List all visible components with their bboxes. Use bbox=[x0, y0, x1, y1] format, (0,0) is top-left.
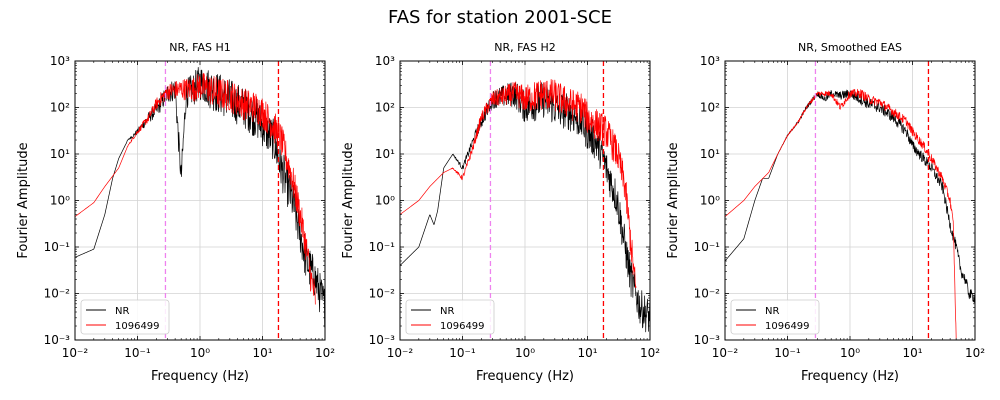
chart-title: NR, FAS H2 bbox=[494, 41, 555, 54]
chart-panel-1: 10⁻² 10⁻¹ 10⁰ 10¹ 10²10⁻³10⁻²10⁻¹10⁰10¹10²10… bbox=[16, 41, 335, 384]
legend-label: NR bbox=[115, 306, 129, 317]
y-tick-label: 10⁻³ bbox=[694, 333, 721, 347]
y-axis-label: Fourier Amplitude bbox=[341, 142, 356, 258]
chart-panel-3: 10⁻² 10⁻¹ 10⁰ 10¹ 10²10⁻³10⁻²10⁻¹10⁰10¹10²10… bbox=[666, 41, 985, 384]
y-tick-label: 10⁰ bbox=[375, 194, 395, 208]
legend-label: 1096499 bbox=[440, 321, 485, 332]
y-tick-label: 10⁰ bbox=[700, 194, 720, 208]
y-tick-label: 10² bbox=[375, 101, 395, 115]
x-tick-label: 10² bbox=[315, 346, 335, 360]
x-tick-label: 10⁻¹ bbox=[774, 346, 801, 360]
legend: NR 1096499 bbox=[730, 299, 820, 335]
y-tick-label: 10¹ bbox=[700, 147, 720, 161]
chart-title: NR, Smoothed EAS bbox=[798, 41, 902, 54]
x-tick-label: 10² bbox=[640, 346, 660, 360]
y-axis-label: Fourier Amplitude bbox=[666, 142, 681, 258]
series-line-sim bbox=[725, 88, 957, 340]
x-tick-label: 10⁻¹ bbox=[449, 346, 476, 360]
y-tick-label: 10⁻² bbox=[369, 287, 396, 301]
x-tick-label: 10⁻¹ bbox=[124, 346, 151, 360]
x-axis-label: Frequency (Hz) bbox=[476, 369, 574, 384]
plot-content bbox=[75, 66, 325, 329]
x-tick-label: 10⁻² bbox=[62, 346, 89, 360]
x-tick-label: 10¹ bbox=[252, 346, 272, 360]
plot-content bbox=[725, 88, 975, 340]
legend: NR 1096499 bbox=[80, 299, 170, 335]
x-tick-label: 10⁰ bbox=[515, 346, 535, 360]
x-axis-label: Frequency (Hz) bbox=[801, 369, 899, 384]
x-tick-label: 10⁻² bbox=[387, 346, 414, 360]
x-tick-label: 10⁰ bbox=[840, 346, 860, 360]
figure-title: FAS for station 2001-SCE bbox=[388, 7, 612, 28]
y-tick-label: 10⁰ bbox=[50, 194, 70, 208]
y-tick-label: 10⁻³ bbox=[44, 333, 71, 347]
y-tick-label: 10⁻¹ bbox=[694, 240, 721, 254]
series-line-sim bbox=[400, 79, 637, 288]
legend-label: 1096499 bbox=[115, 321, 160, 332]
x-tick-label: 10¹ bbox=[902, 346, 922, 360]
y-tick-label: 10⁻² bbox=[694, 287, 721, 301]
legend-label: NR bbox=[765, 306, 779, 317]
x-tick-label: 10⁰ bbox=[190, 346, 210, 360]
y-tick-label: 10¹ bbox=[375, 147, 395, 161]
y-tick-label: 10³ bbox=[50, 54, 70, 68]
legend-label: NR bbox=[440, 306, 454, 317]
x-tick-label: 10⁻² bbox=[712, 346, 739, 360]
legend-label: 1096499 bbox=[765, 321, 810, 332]
plot-content bbox=[400, 79, 650, 333]
y-tick-label: 10⁻³ bbox=[369, 333, 396, 347]
x-tick-label: 10¹ bbox=[577, 346, 597, 360]
y-tick-label: 10¹ bbox=[50, 147, 70, 161]
y-tick-label: 10³ bbox=[375, 54, 395, 68]
charts-container: 10⁻² 10⁻¹ 10⁰ 10¹ 10²10⁻³10⁻²10⁻¹10⁰10¹10²10… bbox=[16, 41, 985, 384]
y-tick-label: 10² bbox=[50, 101, 70, 115]
y-tick-label: 10⁻¹ bbox=[44, 240, 71, 254]
chart-panel-2: 10⁻² 10⁻¹ 10⁰ 10¹ 10²10⁻³10⁻²10⁻¹10⁰10¹10²10… bbox=[341, 41, 660, 384]
chart-title: NR, FAS H1 bbox=[169, 41, 230, 54]
x-tick-label: 10² bbox=[965, 346, 985, 360]
y-axis-label: Fourier Amplitude bbox=[16, 142, 31, 258]
series-line-sim bbox=[75, 72, 316, 305]
series-line-nr bbox=[400, 82, 650, 333]
y-tick-label: 10⁻² bbox=[44, 287, 71, 301]
y-tick-label: 10⁻¹ bbox=[369, 240, 396, 254]
y-tick-label: 10² bbox=[700, 101, 720, 115]
series-line-nr bbox=[75, 66, 325, 329]
legend: NR 1096499 bbox=[405, 299, 495, 335]
x-axis-label: Frequency (Hz) bbox=[151, 369, 249, 384]
y-tick-label: 10³ bbox=[700, 54, 720, 68]
